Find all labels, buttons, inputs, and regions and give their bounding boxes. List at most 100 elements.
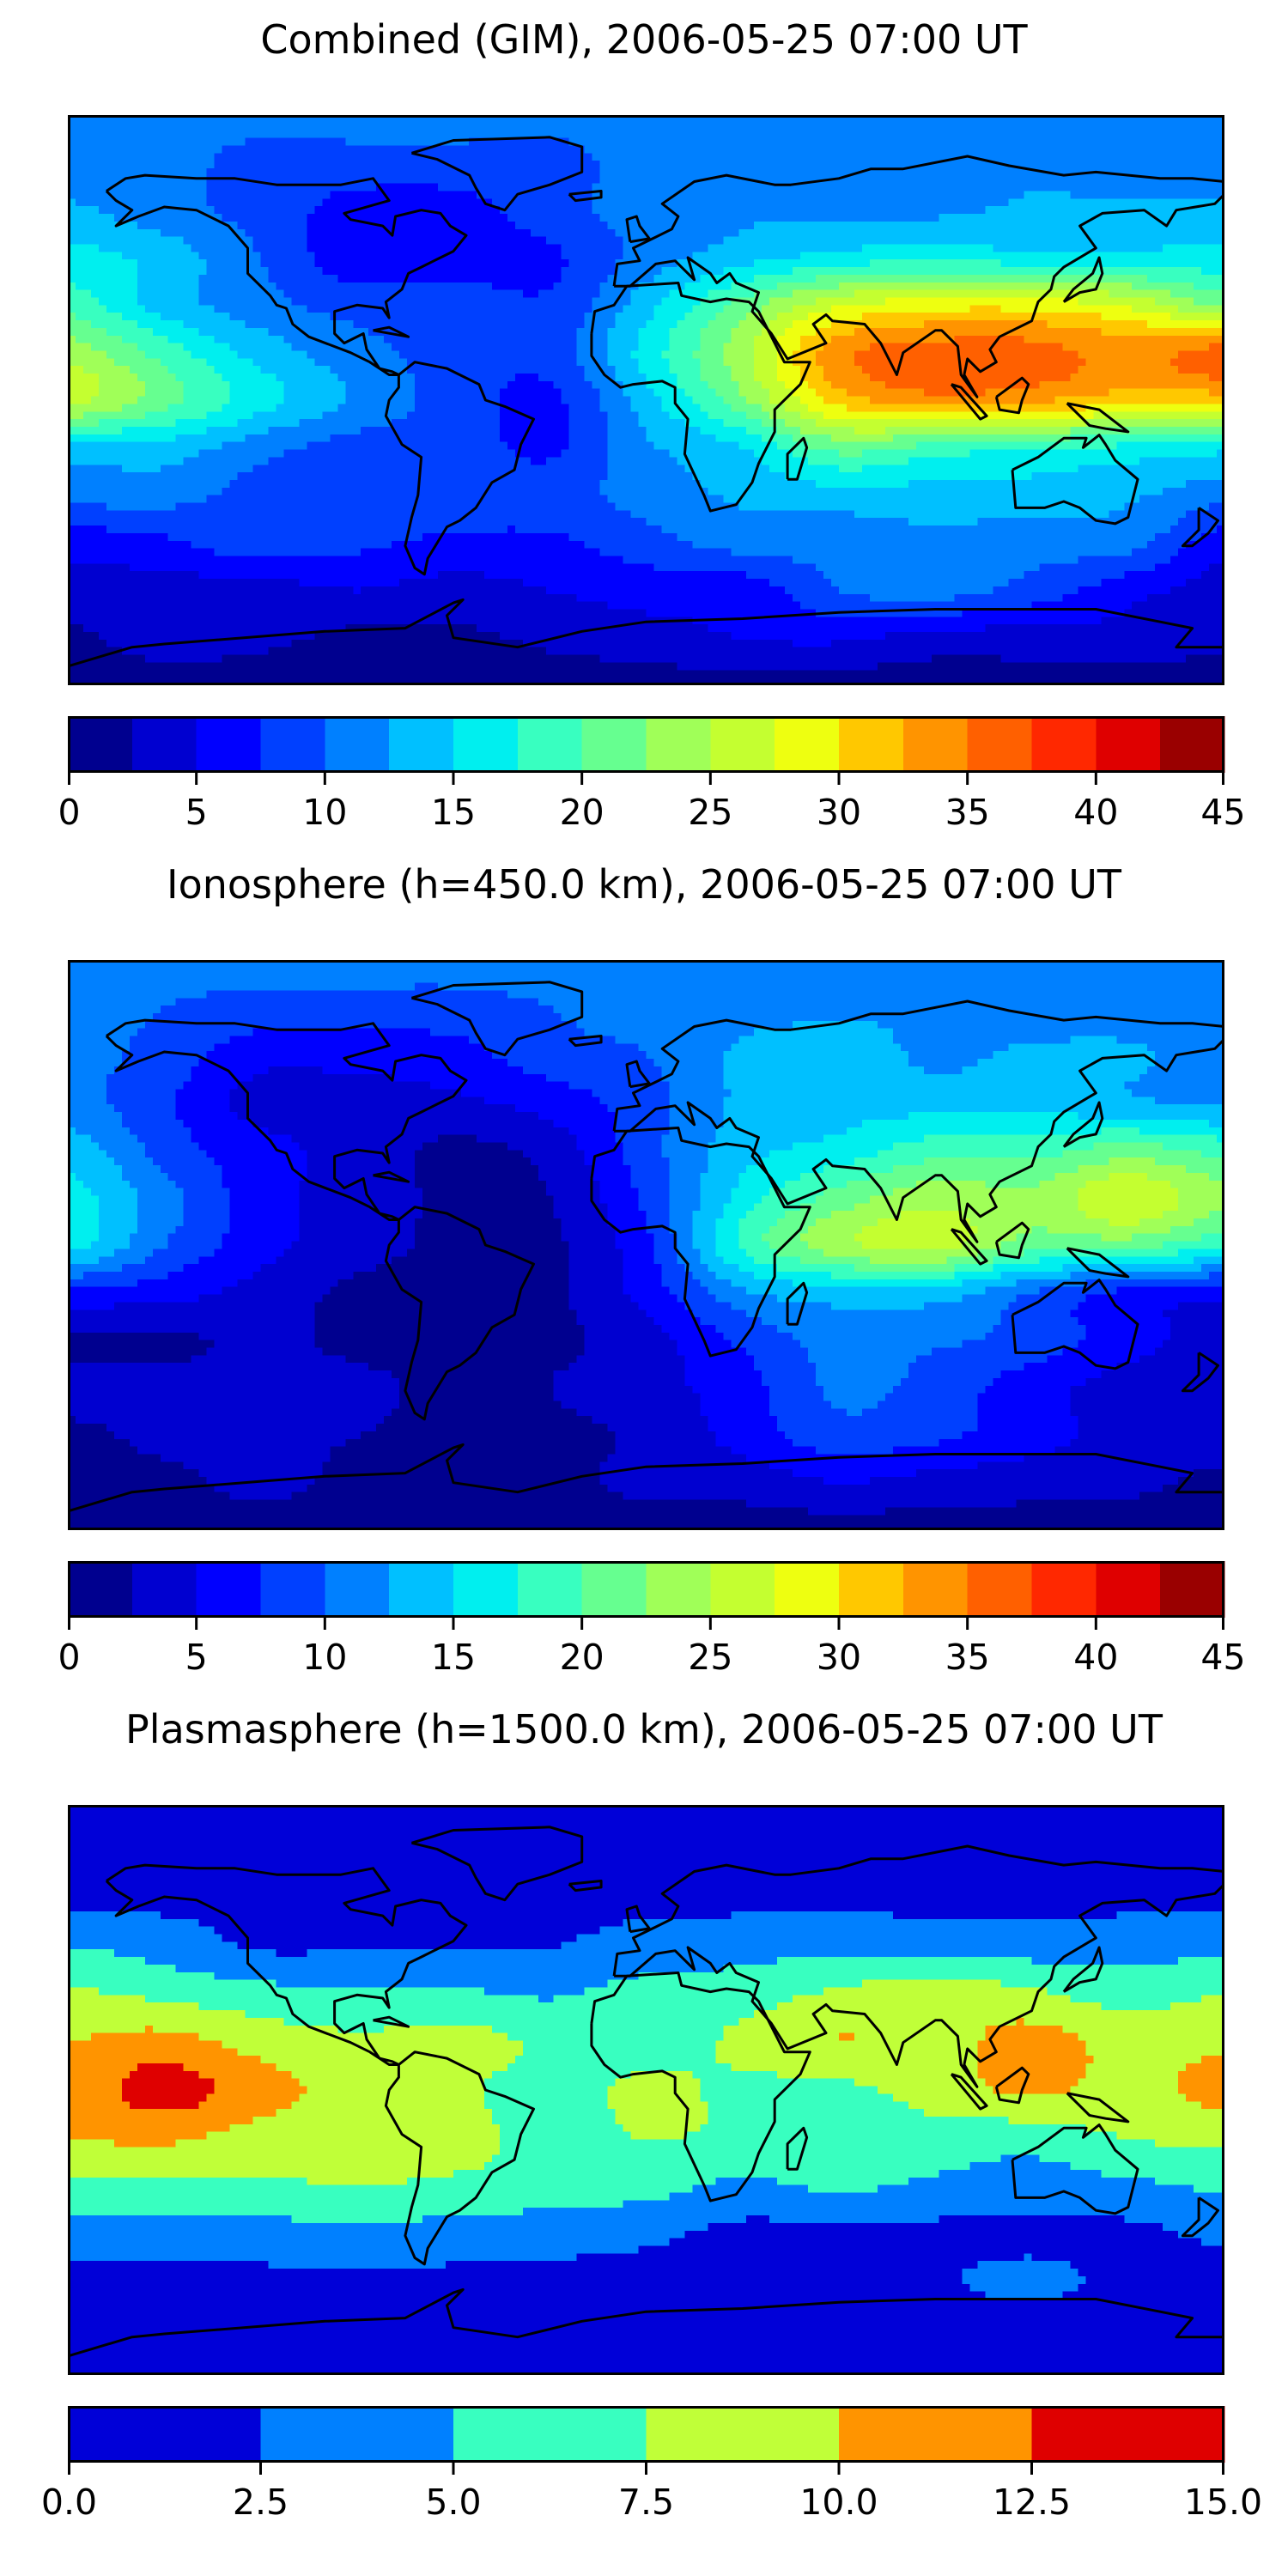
contour-band-segment xyxy=(993,1264,1064,1273)
contour-band-segment xyxy=(198,327,270,337)
contour-band-segment xyxy=(723,1112,909,1121)
contour-band-segment xyxy=(623,1249,655,1257)
contour-band-segment xyxy=(708,1264,739,1273)
contour-band-segment xyxy=(98,244,192,252)
contour-band-segment xyxy=(491,282,555,291)
contour-band-segment xyxy=(576,1134,617,1144)
contour-band-segment xyxy=(1016,1279,1086,1288)
contour-band-segment xyxy=(407,2177,716,2186)
contour-band-segment xyxy=(869,374,1071,382)
contour-band-segment xyxy=(68,1957,146,1965)
contour-band-segment xyxy=(553,1377,685,1387)
contour-band-segment xyxy=(322,1066,524,1075)
contour-band-segment xyxy=(507,526,516,534)
contour-band-segment xyxy=(561,1941,1224,1950)
contour-band-segment xyxy=(723,358,755,367)
contour-band-segment xyxy=(607,221,755,230)
contour-band-segment xyxy=(222,1180,300,1189)
contour-band-segment xyxy=(499,2139,1156,2148)
contour-band-segment xyxy=(592,1172,632,1182)
contour-band-segment xyxy=(68,434,177,443)
contour-band-segment xyxy=(68,1484,216,1493)
contour-band-segment xyxy=(954,335,1025,344)
contour-band-segment xyxy=(615,1446,732,1455)
contour-band-segment xyxy=(399,1385,555,1394)
contour-band-segment xyxy=(1101,617,1224,625)
contour-band-segment xyxy=(68,479,231,489)
contour-band-segment xyxy=(969,305,1002,313)
contour-band-segment xyxy=(1078,1188,1179,1197)
contour-band-segment xyxy=(715,434,762,443)
contour-band-segment xyxy=(708,1142,793,1151)
colorbar-swatch xyxy=(646,2406,840,2463)
contour-band-segment xyxy=(769,1393,824,1402)
contour-band-segment xyxy=(68,639,107,648)
contour-band-segment xyxy=(106,1089,177,1097)
contour-band-segment xyxy=(144,2025,154,2034)
contour-band-segment xyxy=(522,639,793,648)
contour-band-segment xyxy=(854,2032,987,2042)
contour-band-segment xyxy=(175,434,246,443)
contour-band-segment xyxy=(483,571,747,580)
contour-band-segment xyxy=(723,267,793,276)
contour-band-segment xyxy=(90,320,138,329)
contour-band-segment xyxy=(1109,289,1171,299)
contour-band-segment xyxy=(561,1012,1224,1022)
contour-band-segment xyxy=(82,1271,169,1280)
contour-band-segment xyxy=(245,320,354,329)
contour-band-segment xyxy=(584,313,617,321)
contour-band-segment xyxy=(68,1051,123,1060)
contour-band-segment xyxy=(615,502,739,511)
coastline xyxy=(410,981,584,1057)
contour-band-segment xyxy=(568,1294,632,1303)
contour-band-segment xyxy=(237,221,307,230)
contour-band-segment xyxy=(198,274,270,283)
coastline xyxy=(1181,1352,1219,1393)
contour-band-segment xyxy=(723,1332,793,1341)
contour-band-segment xyxy=(307,1172,416,1182)
contour-band-segment xyxy=(283,388,346,398)
contour-band-segment xyxy=(68,252,123,260)
contour-band-segment xyxy=(607,1484,1163,1493)
contour-band-segment xyxy=(831,579,1010,587)
colorbar-swatch xyxy=(775,716,840,773)
contour-band-segment xyxy=(307,1157,416,1166)
contour-band-segment xyxy=(422,1203,555,1212)
contour-band-segment xyxy=(1000,2154,1041,2163)
contour-band-segment xyxy=(599,289,632,299)
contour-band-segment xyxy=(1008,1302,1078,1310)
contour-band-segment xyxy=(68,1211,100,1219)
contour-band-segment xyxy=(1085,1332,1171,1341)
contour-band-segment xyxy=(68,1249,115,1257)
contour-band-segment xyxy=(121,252,200,260)
coastline xyxy=(950,2073,988,2111)
contour-band-segment xyxy=(113,358,161,367)
contour-band-segment xyxy=(415,1218,562,1227)
contour-band-segment xyxy=(700,1172,739,1182)
contour-band-segment xyxy=(175,502,617,511)
contour-band-segment xyxy=(307,2086,485,2095)
contour-band-segment xyxy=(68,137,246,147)
contour-band-segment xyxy=(715,1438,793,1448)
contour-band-segment xyxy=(977,1408,1071,1417)
contour-band-segment xyxy=(646,1211,671,1219)
contour-band-segment xyxy=(68,396,92,405)
contour-band-segment xyxy=(684,313,716,321)
contour-band-segment xyxy=(646,426,701,435)
contour-band-segment xyxy=(160,228,246,238)
contour-band-segment xyxy=(869,1477,1179,1485)
contour-band-segment xyxy=(229,1188,300,1197)
contour-band-segment xyxy=(384,2025,493,2034)
contour-band-segment xyxy=(160,1454,331,1462)
contour-band-segment xyxy=(669,1225,693,1235)
contour-band-segment xyxy=(615,1112,671,1121)
contour-band-segment xyxy=(68,532,169,542)
contour-band-segment xyxy=(661,1066,724,1075)
contour-band-segment xyxy=(68,2162,485,2171)
contour-band-segment xyxy=(198,2032,508,2042)
contour-band-segment xyxy=(1000,1309,1071,1318)
contour-band-segment xyxy=(183,1203,231,1212)
colorbar-swatch xyxy=(260,716,325,773)
contour-band-segment xyxy=(191,244,254,252)
contour-band-segment xyxy=(993,2086,1071,2095)
